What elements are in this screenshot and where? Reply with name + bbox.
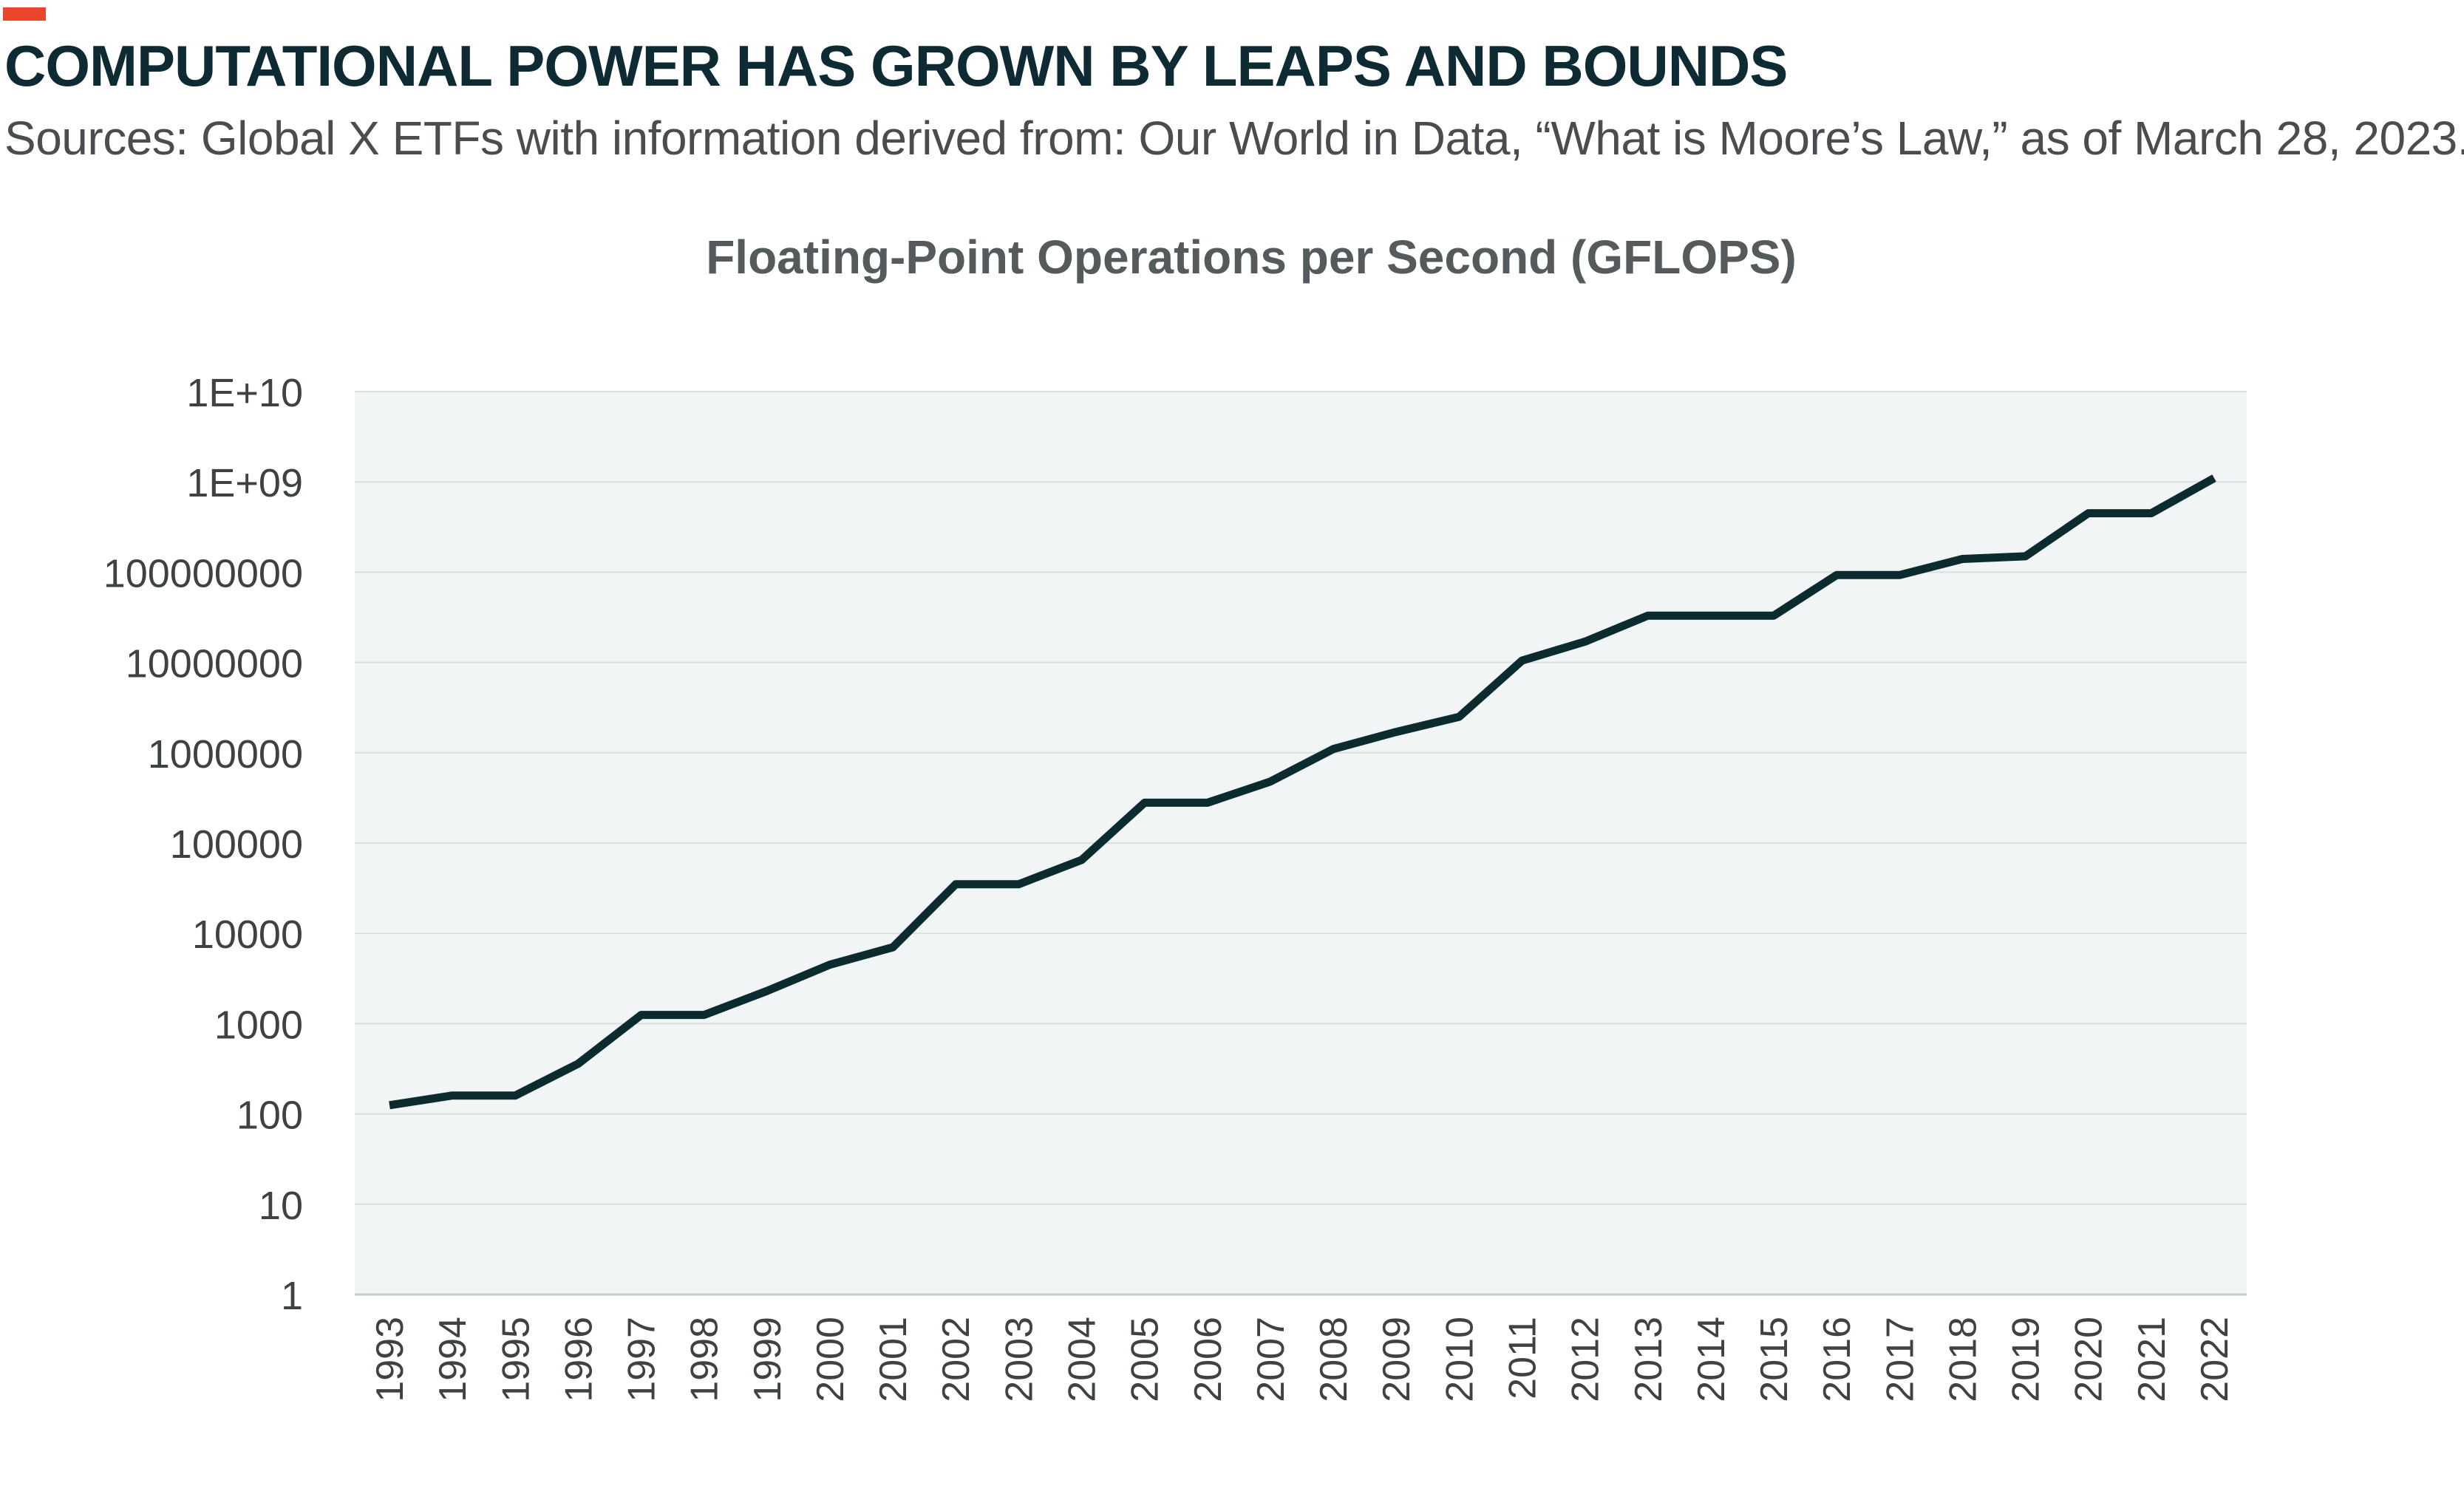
x-tick-label: 1995 [494,1317,537,1402]
y-tick-label: 10 [259,1184,303,1228]
page-title: COMPUTATIONAL POWER HAS GROWN BY LEAPS A… [4,33,1788,98]
y-tick-label: 1 [281,1274,303,1318]
x-tick-label: 2020 [2068,1317,2111,1402]
x-tick-label: 1996 [557,1317,600,1402]
y-tick-label: 1000000 [148,732,303,777]
x-tick-label: 2002 [935,1317,978,1402]
x-tick-label: 1993 [369,1317,412,1402]
y-tick-label: 1000 [214,1003,303,1047]
x-tick-label: 2011 [1501,1317,1544,1399]
y-tick-label: 100000 [170,822,303,867]
x-tick-label: 2016 [1816,1317,1859,1402]
y-tick-label: 10000 [192,913,303,957]
x-tick-label: 2007 [1250,1317,1293,1402]
y-tick-label: 1E+10 [186,371,303,415]
x-tick-label: 2010 [1438,1317,1481,1402]
x-tick-label: 1999 [746,1317,789,1402]
x-tick-label: 1994 [432,1317,474,1402]
x-tick-label: 2018 [1941,1317,1984,1402]
x-tick-label: 2019 [2005,1317,2048,1402]
accent-bar [3,7,46,21]
x-tick-label: 2006 [1187,1317,1230,1402]
x-tick-label: 2015 [1753,1317,1796,1402]
x-tick-label: 2013 [1627,1317,1670,1402]
x-tick-label: 2008 [1313,1317,1355,1402]
x-tick-label: 1998 [684,1317,726,1402]
grid-lines [355,391,2247,1205]
x-tick-label: 2000 [809,1317,852,1402]
page-subtitle: Sources: Global X ETFs with information … [4,112,2464,165]
x-tick-label: 2017 [1879,1317,1922,1402]
series-line [389,474,2216,1110]
x-tick-label: 2012 [1565,1317,1607,1402]
y-tick-label: 100000000 [103,551,303,596]
x-tick-label: 2009 [1375,1317,1418,1402]
x-axis-tick-labels: 1993 1994 1995 1996 1997 1998 1999 2000 2001 2002… [369,1317,2236,1402]
x-tick-label: 2004 [1061,1317,1104,1402]
y-tick-label: 10000000 [126,642,303,686]
x-tick-label: 2022 [2194,1317,2236,1402]
x-tick-label: 2014 [1690,1317,1733,1402]
x-tick-label: 2003 [998,1317,1041,1402]
x-tick-label: 2001 [872,1317,915,1402]
y-tick-label: 1E+09 [186,461,303,505]
y-tick-label: 100 [236,1094,303,1138]
series-layer [389,474,2216,1110]
chart-title: Floating-Point Operations per Second (GF… [706,231,1797,284]
x-tick-label: 1997 [621,1317,664,1402]
x-tick-label: 2005 [1124,1317,1167,1402]
y-axis-tick-labels: 1 10 100 1000 10000 100000 1000000 10000000 1000… [103,371,303,1318]
x-tick-label: 2021 [2131,1317,2174,1402]
